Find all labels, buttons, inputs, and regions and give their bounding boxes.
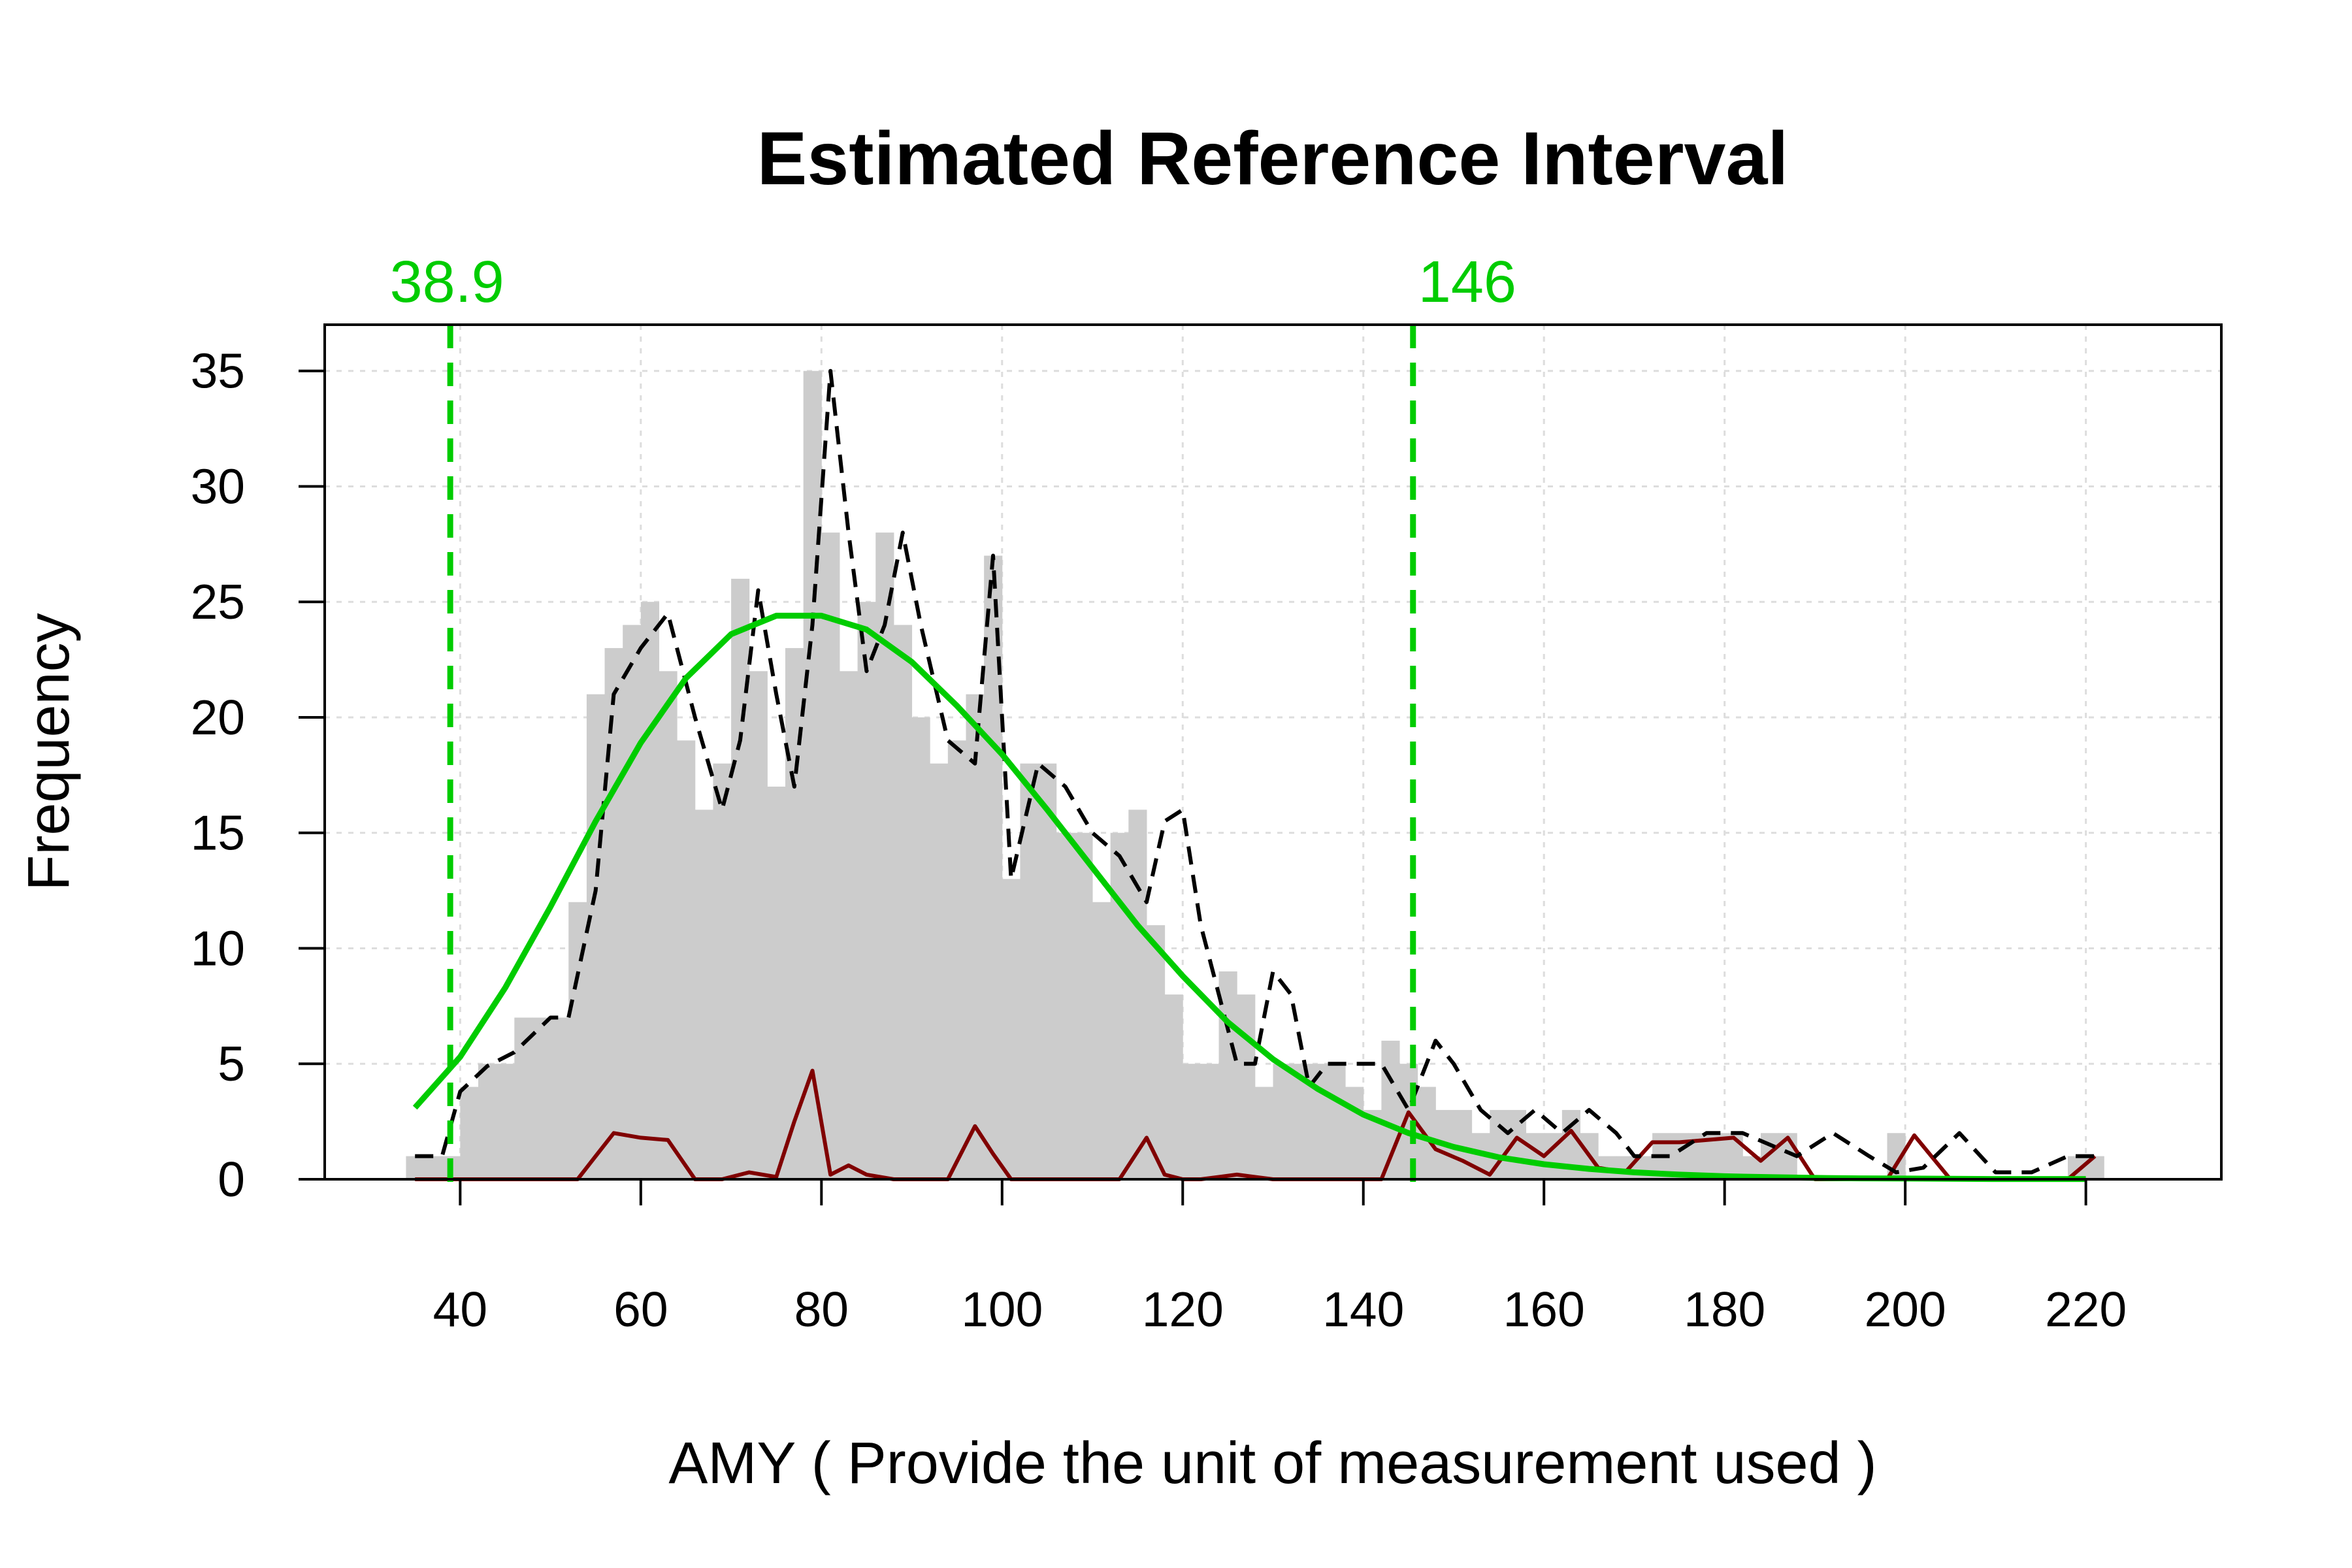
x-tick-label: 120 [1142,1282,1224,1337]
histogram-bar [1327,1064,1346,1179]
histogram-bar [1092,902,1111,1179]
histogram-bar [478,1064,497,1179]
y-tick-label: 35 [191,344,245,399]
histogram-bar [713,763,732,1179]
histogram-bar [1038,763,1057,1179]
histogram-bar [604,647,623,1179]
histogram-bar [694,809,713,1179]
histogram-bar [893,625,913,1179]
histogram-bar [1345,1086,1364,1179]
x-tick-label: 220 [2045,1282,2127,1337]
histogram-bar [1020,763,1039,1179]
y-tick-label: 5 [218,1036,245,1091]
y-tick-label: 20 [191,690,245,745]
histogram-bar [911,717,930,1179]
histogram-bar [930,763,949,1179]
histogram-bar [550,1017,569,1179]
histogram-bar [1417,1086,1436,1179]
x-tick-label: 160 [1503,1282,1585,1337]
histogram-bar [1056,832,1075,1179]
x-axis: 40 60 80 100 120 140 160 180 200 220 [433,1179,2127,1337]
histogram-bar [1273,1064,1292,1179]
reference-limit-label: 38.9 [390,250,504,315]
histogram-bar [947,740,966,1179]
histogram-bar [749,671,768,1179]
histogram-bar [496,1064,515,1179]
fit-curve-line [412,612,2086,1183]
x-tick-label: 80 [794,1282,849,1337]
histogram-bar [406,1156,425,1179]
histogram-bar [1002,879,1021,1179]
reference-limit-label: 146 [1418,250,1516,315]
y-tick-label: 30 [191,459,245,514]
histogram-bar [1074,832,1093,1179]
x-tick-label: 200 [1865,1282,1946,1337]
histogram-bar [966,694,985,1179]
x-tick-label: 180 [1684,1282,1765,1337]
histogram-bar [1128,809,1147,1179]
histogram-bar [1164,994,1183,1179]
histogram-bar [532,1017,551,1179]
histogram-bar [1200,1064,1220,1179]
y-tick-label: 0 [218,1152,245,1207]
x-tick-label: 100 [961,1282,1043,1337]
histogram-bar [640,602,659,1179]
histogram-bar [659,671,678,1179]
histogram-bar [623,625,642,1179]
x-axis-label: AMY ( Provide the unit of measurement us… [668,1431,1876,1496]
histogram-bar [1218,971,1237,1179]
histogram-bar [767,787,786,1179]
histogram-bar [857,602,876,1179]
density-series-line [415,368,2095,1175]
histogram-bar [677,740,696,1179]
histogram-bar [1183,1064,1201,1179]
y-axis-label: Frequency [16,613,82,890]
x-tick-label: 60 [613,1282,668,1337]
histogram-bar [586,694,606,1179]
histogram-bar [731,578,750,1179]
histogram-bar [1237,994,1256,1179]
plot-frame [323,323,2223,1181]
y-tick-label: 15 [191,806,245,860]
histogram-bar [1146,925,1166,1179]
histogram-bar [460,1086,479,1179]
histogram-bar [1110,832,1129,1179]
histogram-bar [803,370,822,1180]
reference-limits: 38.9 146 [390,250,1516,1186]
histogram-bar [839,671,858,1179]
y-tick-label: 10 [191,921,245,975]
histogram-bar [424,1156,443,1179]
x-tick-label: 140 [1322,1282,1404,1337]
histogram-bar [1254,1086,1273,1179]
chart-title: Estimated Reference Interval [757,117,1789,201]
histogram-bar [821,532,840,1179]
y-axis: 0 5 10 15 20 25 30 35 [191,344,325,1207]
x-tick-label: 40 [433,1282,487,1337]
y-tick-label: 25 [191,574,245,629]
